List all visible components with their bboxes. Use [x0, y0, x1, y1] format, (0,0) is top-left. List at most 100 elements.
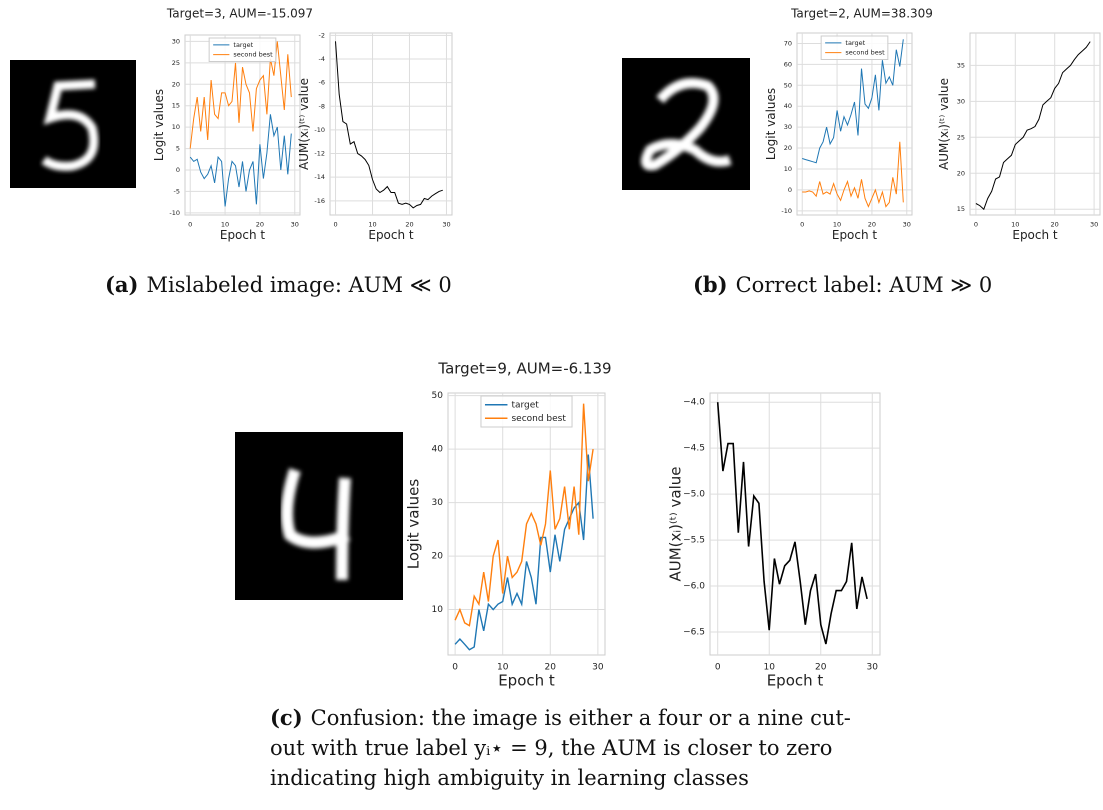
y-tick-label: −4.5: [683, 444, 705, 454]
digit-image-4: [235, 432, 403, 600]
y-tick-label: 25: [957, 133, 965, 141]
caption-label: (c): [270, 705, 303, 730]
x-tick-label: 30: [592, 663, 604, 673]
legend: target second best: [208, 37, 277, 62]
x-tick-label: 20: [868, 221, 876, 229]
y-tick-label: 70: [784, 39, 792, 47]
legend-label: target: [845, 39, 865, 47]
x-tick-label: 0: [452, 663, 458, 673]
x-tick-label: 0: [333, 221, 337, 229]
caption-b: (b) Correct label: AUM ≫ 0: [693, 272, 992, 297]
y-tick-label: -14: [314, 173, 325, 181]
digit-image-5: [10, 60, 136, 188]
y-tick-label: -10: [781, 207, 792, 215]
y-axis-label: Logit values: [764, 88, 778, 160]
legend-label: second best: [233, 51, 273, 59]
plot-frame: [709, 392, 881, 656]
data-line: [335, 41, 443, 209]
x-tick-label: 20: [1051, 221, 1059, 229]
y-tick-label: 25: [172, 59, 180, 67]
x-axis-label: Epoch t: [767, 672, 824, 690]
y-tick-label: 20: [784, 144, 792, 152]
legend-box: [480, 395, 573, 428]
x-axis-label: Epoch t: [1012, 228, 1058, 242]
x-tick-label: 0: [800, 221, 804, 229]
x-tick-label: 30: [291, 221, 299, 229]
y-tick-label: 60: [784, 60, 792, 68]
y-tick-label: -8: [319, 102, 325, 110]
data-line: [716, 402, 868, 645]
y-axis-label: Logit values: [152, 89, 166, 161]
legend-box: [820, 35, 889, 60]
plot-frame: [969, 32, 1101, 216]
y-tick-label: 0: [788, 186, 792, 194]
y-tick-label: 20: [957, 169, 965, 177]
x-tick-label: 10: [764, 663, 776, 673]
caption-text: Confusion: the image is either a four or…: [270, 706, 851, 790]
data-line: [802, 141, 904, 208]
x-axis-label: Epoch t: [832, 228, 878, 242]
x-tick-label: 0: [715, 663, 721, 673]
chart-title: Target=3, AUM=-15.097: [166, 7, 313, 21]
y-tick-label: 30: [432, 498, 444, 508]
x-tick-label: 30: [442, 221, 450, 229]
legend-label: second best: [845, 49, 885, 57]
data-line: [975, 41, 1091, 211]
legend-label: second best: [511, 414, 566, 424]
legend: target second best: [820, 35, 889, 60]
y-tick-label: 35: [957, 61, 965, 69]
y-tick-label: 30: [784, 123, 792, 131]
y-tick-label: 5: [176, 145, 180, 153]
y-tick-label: 50: [432, 391, 444, 401]
x-tick-label: 20: [405, 221, 413, 229]
y-tick-label: −6.0: [683, 582, 705, 592]
y-tick-label: 30: [957, 97, 965, 105]
y-axis-label: AUM(xᵢ)⁽ᵗ⁾ value: [297, 78, 311, 170]
y-tick-label: -16: [314, 197, 325, 205]
data-line: [189, 41, 292, 149]
y-tick-label: -4: [319, 55, 325, 63]
x-tick-label: 30: [1090, 221, 1098, 229]
y-tick-label: 10: [172, 123, 180, 131]
y-tick-label: −6.5: [683, 628, 705, 638]
x-tick-label: 10: [221, 221, 229, 229]
caption-text: Mislabeled image: AUM ≪ 0: [146, 273, 452, 297]
x-tick-label: 10: [833, 221, 841, 229]
y-tick-label: 20: [172, 80, 180, 88]
plot-frame: [184, 34, 301, 216]
y-tick-label: -12: [314, 150, 325, 158]
caption-label: (a): [105, 272, 139, 297]
y-tick-label: 30: [172, 37, 180, 45]
legend-label: target: [511, 400, 539, 410]
y-axis-label: Logit values: [404, 479, 422, 570]
y-axis-label: AUM(xᵢ)⁽ᵗ⁾ value: [666, 467, 684, 582]
x-tick-label: 0: [188, 221, 192, 229]
y-tick-label: 0: [176, 166, 180, 174]
plot-frame: [796, 32, 913, 216]
plot-frame: [329, 32, 453, 216]
y-tick-label: -2: [319, 31, 325, 39]
legend-box: [208, 37, 277, 62]
y-tick-label: -10: [169, 209, 180, 217]
chart-title: Target=9, AUM=-6.139: [437, 360, 611, 378]
y-tick-label: 20: [432, 552, 444, 562]
x-tick-label: 10: [497, 663, 509, 673]
data-line: [454, 403, 594, 627]
x-axis-label: Epoch t: [368, 228, 414, 242]
y-tick-label: −5.0: [683, 490, 705, 500]
x-tick-label: 10: [368, 221, 376, 229]
x-tick-label: 20: [256, 221, 264, 229]
y-tick-label: 15: [172, 102, 180, 110]
x-axis-label: Epoch t: [498, 672, 555, 690]
data-line: [189, 114, 292, 207]
legend-label: target: [233, 41, 253, 49]
y-tick-label: 40: [784, 102, 792, 110]
y-tick-label: 10: [784, 165, 792, 173]
x-tick-label: 0: [974, 221, 978, 229]
chart-title: Target=2, AUM=38.309: [790, 7, 933, 21]
legend: target second best: [480, 395, 573, 428]
caption-a: (a) Mislabeled image: AUM ≪ 0: [105, 272, 452, 297]
x-axis-label: Epoch t: [220, 228, 266, 242]
x-tick-label: 30: [867, 663, 879, 673]
